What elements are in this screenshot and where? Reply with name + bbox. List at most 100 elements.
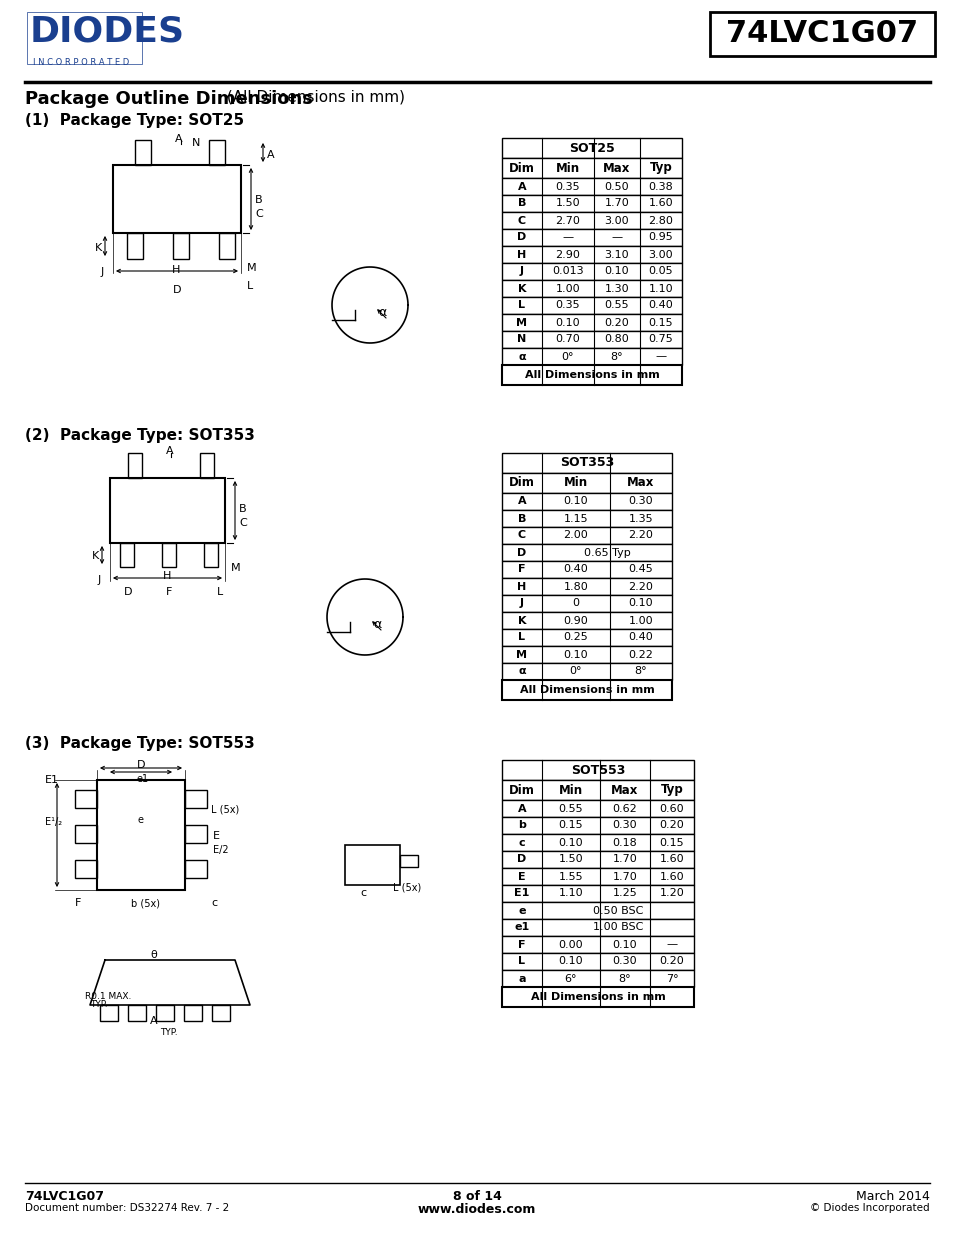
Bar: [100, 1005, 118, 1021]
Bar: [501, 527, 671, 543]
Text: 1.10: 1.10: [648, 284, 673, 294]
Text: F: F: [75, 898, 81, 908]
Text: D: D: [172, 285, 181, 295]
Text: H: H: [517, 249, 526, 259]
Bar: [501, 246, 681, 263]
Text: e1: e1: [514, 923, 529, 932]
Bar: [501, 663, 671, 680]
Text: 0.38: 0.38: [648, 182, 673, 191]
Bar: [501, 760, 693, 781]
Text: 1.25: 1.25: [612, 888, 637, 899]
Text: J: J: [101, 267, 104, 277]
Bar: [501, 543, 671, 561]
Text: L: L: [247, 282, 253, 291]
Text: M: M: [516, 650, 527, 659]
Bar: [501, 510, 671, 527]
Text: b (5x): b (5x): [131, 898, 160, 908]
Bar: [97, 781, 185, 890]
Text: N: N: [517, 335, 526, 345]
Text: March 2014: March 2014: [855, 1191, 929, 1203]
Text: H: H: [517, 582, 526, 592]
Text: —: —: [611, 232, 622, 242]
Text: 0.95: 0.95: [648, 232, 673, 242]
Text: D: D: [517, 232, 526, 242]
Text: 0.013: 0.013: [552, 267, 583, 277]
Text: B: B: [517, 199, 526, 209]
Text: 1.50: 1.50: [555, 199, 579, 209]
Text: 0.65 Typ: 0.65 Typ: [583, 547, 630, 557]
Text: 0.40: 0.40: [563, 564, 588, 574]
Bar: [501, 629, 671, 646]
Text: L (5x): L (5x): [211, 805, 239, 815]
Bar: [501, 348, 681, 366]
Bar: [501, 195, 681, 212]
Text: e1: e1: [137, 774, 149, 784]
Bar: [501, 800, 693, 818]
Text: 2.70: 2.70: [555, 215, 579, 226]
Bar: [501, 212, 681, 228]
Bar: [501, 834, 693, 851]
Text: 1.00 BSC: 1.00 BSC: [592, 923, 642, 932]
Text: 0.18: 0.18: [612, 837, 637, 847]
Text: F: F: [517, 564, 525, 574]
Bar: [501, 969, 693, 987]
Text: 0.25: 0.25: [563, 632, 588, 642]
Text: 0.10: 0.10: [604, 267, 629, 277]
Text: 0.10: 0.10: [555, 317, 579, 327]
Text: α: α: [373, 619, 381, 631]
Text: E1: E1: [45, 776, 59, 785]
Bar: [501, 781, 693, 800]
Text: B: B: [239, 505, 247, 515]
Text: 0.30: 0.30: [612, 956, 637, 967]
Bar: [501, 818, 693, 834]
Text: L (5x): L (5x): [393, 882, 421, 892]
Text: 1.60: 1.60: [648, 199, 673, 209]
Text: E: E: [213, 831, 220, 841]
Bar: [162, 543, 175, 567]
Text: 1.10: 1.10: [558, 888, 582, 899]
Bar: [156, 1005, 173, 1021]
Text: J: J: [98, 576, 101, 585]
Text: All Dimensions in mm: All Dimensions in mm: [530, 992, 664, 1002]
Text: B: B: [517, 514, 526, 524]
Text: 1.70: 1.70: [612, 872, 637, 882]
Bar: [345, 845, 399, 885]
Bar: [709, 12, 934, 56]
Bar: [501, 331, 681, 348]
Text: 0.10: 0.10: [558, 837, 582, 847]
Text: Typ: Typ: [659, 783, 682, 797]
Bar: [501, 902, 693, 919]
Text: 0.60: 0.60: [659, 804, 683, 814]
Text: I N C O R P O R A T E D: I N C O R P O R A T E D: [33, 58, 129, 67]
Text: Dim: Dim: [509, 783, 535, 797]
Text: 2.80: 2.80: [648, 215, 673, 226]
Bar: [501, 561, 671, 578]
Bar: [501, 680, 671, 700]
Bar: [127, 233, 143, 259]
Text: Max: Max: [602, 162, 630, 174]
Text: 0.10: 0.10: [558, 956, 582, 967]
Text: A: A: [150, 1016, 157, 1026]
Bar: [501, 885, 693, 902]
Bar: [501, 280, 681, 296]
Text: 0.35: 0.35: [555, 300, 579, 310]
Text: C: C: [254, 209, 262, 219]
Text: C: C: [517, 531, 525, 541]
Text: 0°: 0°: [569, 667, 581, 677]
Text: 0.15: 0.15: [558, 820, 582, 830]
Text: F: F: [165, 587, 172, 597]
Text: Min: Min: [558, 783, 582, 797]
Text: 0.05: 0.05: [648, 267, 673, 277]
Text: 0.75: 0.75: [648, 335, 673, 345]
Text: 0.40: 0.40: [628, 632, 653, 642]
Text: A: A: [267, 149, 274, 161]
Text: All Dimensions in mm: All Dimensions in mm: [519, 685, 654, 695]
Text: 0.10: 0.10: [612, 940, 637, 950]
Text: All Dimensions in mm: All Dimensions in mm: [524, 370, 659, 380]
Text: 3.00: 3.00: [604, 215, 629, 226]
Text: 8 of 14: 8 of 14: [452, 1191, 501, 1203]
Bar: [110, 478, 225, 543]
Bar: [75, 790, 97, 808]
Text: α: α: [517, 667, 525, 677]
Text: 0.20: 0.20: [659, 956, 683, 967]
